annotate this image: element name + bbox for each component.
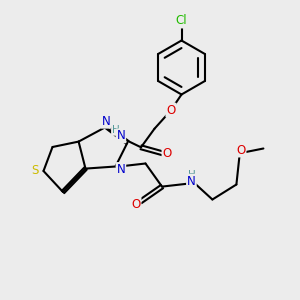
Text: O: O	[131, 197, 140, 211]
Text: N: N	[116, 129, 125, 142]
Text: O: O	[236, 143, 245, 157]
Text: N: N	[116, 163, 125, 176]
Text: H: H	[112, 125, 120, 135]
Text: N: N	[187, 175, 196, 188]
Text: O: O	[163, 147, 172, 160]
Text: N: N	[101, 115, 110, 128]
Text: S: S	[32, 164, 39, 178]
Text: H: H	[188, 170, 196, 180]
Text: O: O	[167, 103, 176, 117]
Text: Cl: Cl	[176, 14, 187, 28]
